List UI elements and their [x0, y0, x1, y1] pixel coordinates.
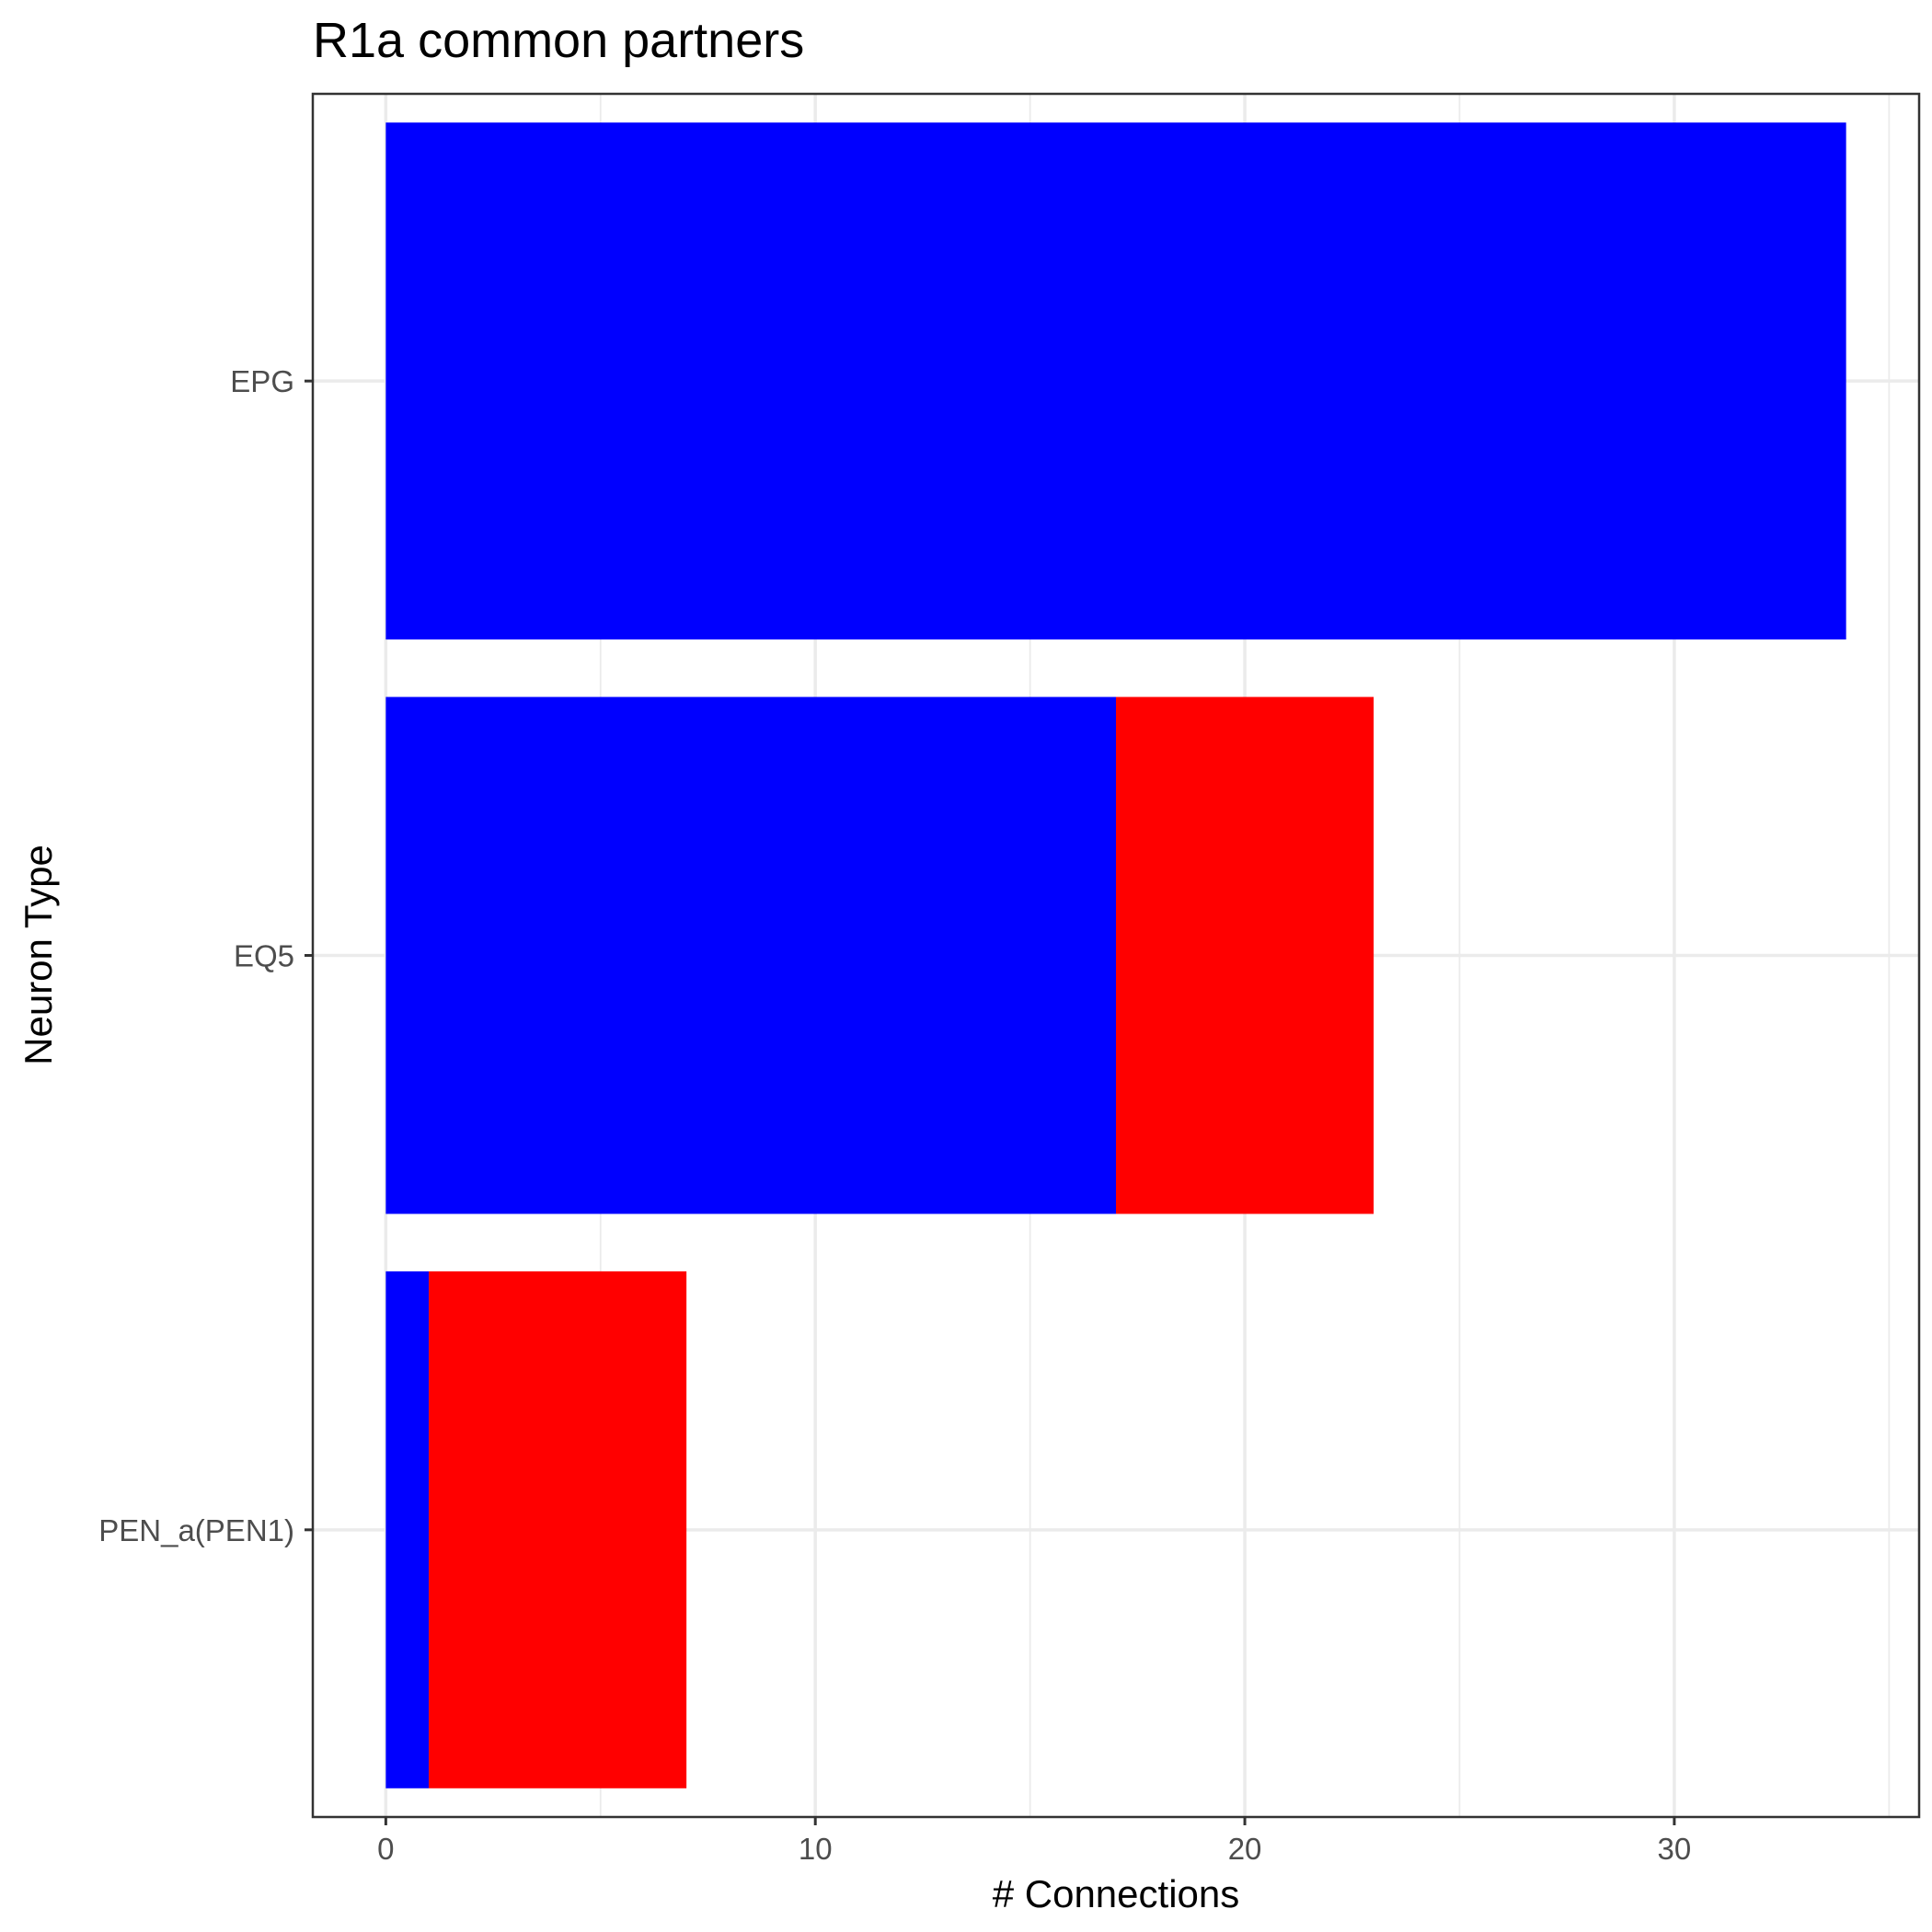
y-axis-title: Neuron Type [17, 845, 60, 1065]
y-tick-label: PEN_a(PEN1) [98, 1513, 294, 1547]
bar-pen-a-pen1-series-2 [429, 1271, 687, 1788]
chart-title: R1a common partners [313, 13, 804, 68]
bar-layer [385, 122, 1846, 1788]
bar-eq5-series-2 [1116, 696, 1374, 1214]
bar-epg-series-1 [385, 122, 1846, 640]
x-tick-label: 0 [377, 1832, 394, 1866]
bar-pen-a-pen1-series-1 [385, 1271, 430, 1788]
y-tick-label: EPG [230, 364, 294, 398]
x-axis-title: # Connections [993, 1872, 1240, 1915]
x-tick-label: 10 [799, 1832, 833, 1866]
x-tick-label: 30 [1658, 1832, 1692, 1866]
tick-layer: 0 10 20 30 EPG EQ5 PEN_a(PEN1) [98, 364, 1691, 1866]
bar-eq5-series-1 [385, 696, 1116, 1214]
x-tick-label: 20 [1228, 1832, 1262, 1866]
y-tick-label: EQ5 [234, 939, 294, 973]
